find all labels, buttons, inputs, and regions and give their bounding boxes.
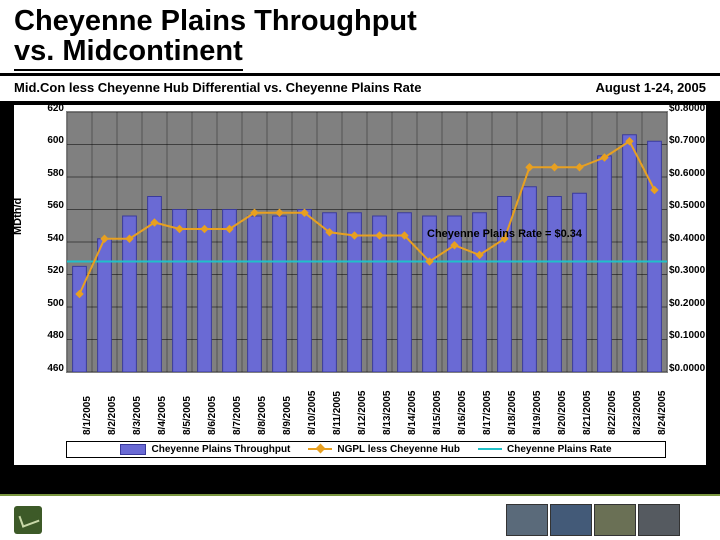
- legend-label: Cheyenne Plains Rate: [507, 444, 611, 455]
- legend-label: Cheyenne Plains Throughput: [151, 444, 290, 455]
- x-ticks: 8/1/20058/2/20058/3/20058/4/20058/5/2005…: [66, 373, 666, 441]
- footer-images: [506, 504, 680, 536]
- title-line-2: vs. Midcontinent: [14, 36, 243, 70]
- legend-item-throughput: Cheyenne Plains Throughput: [120, 444, 290, 455]
- footer-image: [506, 504, 548, 536]
- legend-label: NGPL less Cheyenne Hub: [337, 444, 460, 455]
- title-line-1: Cheyenne Plains Throughput: [14, 6, 706, 36]
- page-number: 4: [705, 522, 712, 536]
- subtitle-left: Mid.Con less Cheyenne Hub Differential v…: [14, 80, 421, 95]
- legend-swatch-bar: [120, 444, 146, 455]
- footer-image: [638, 504, 680, 536]
- chart: MDth/d $/MMBtu 4604805005205405605806006…: [14, 105, 706, 465]
- legend-item-rate: Cheyenne Plains Rate: [478, 444, 611, 455]
- rate-annotation: Cheyenne Plains Rate = $0.34: [427, 228, 582, 240]
- company-logo: [14, 506, 124, 534]
- slide: Cheyenne Plains Throughput vs. Midcontin…: [0, 0, 720, 540]
- legend-swatch-rate: [478, 448, 502, 450]
- logo-icon: [14, 506, 42, 534]
- footer-image: [594, 504, 636, 536]
- subtitle-row: Mid.Con less Cheyenne Hub Differential v…: [0, 76, 720, 101]
- slide-title: Cheyenne Plains Throughput vs. Midcontin…: [0, 0, 720, 76]
- legend-swatch-diff: [308, 448, 332, 450]
- footer-image: [550, 504, 592, 536]
- plot-svg: [67, 112, 667, 372]
- legend: Cheyenne Plains Throughput NGPL less Che…: [66, 441, 666, 458]
- footer: [0, 494, 720, 540]
- y-left-axis-label: MDth/d: [12, 198, 24, 235]
- plot-area: Cheyenne Plains Rate = $0.34: [66, 111, 668, 373]
- subtitle-right: August 1-24, 2005: [595, 80, 706, 95]
- legend-item-diff: NGPL less Cheyenne Hub: [308, 444, 460, 455]
- y-right-axis-label: $/MMBtu: [712, 265, 720, 311]
